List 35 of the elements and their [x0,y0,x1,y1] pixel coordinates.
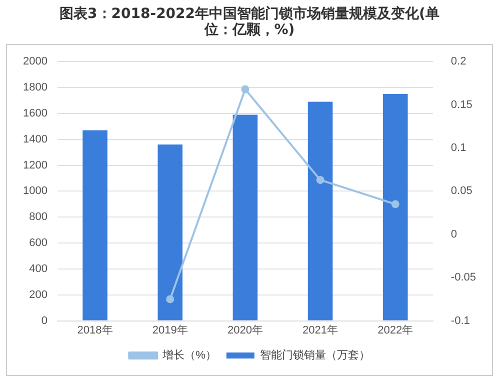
y-tick-label: 1800 [22,82,48,94]
bar [158,144,182,320]
bar [82,130,108,320]
bar [382,94,408,320]
x-tick-label: 2018年 [77,324,113,336]
y2-tick-label: -0.1 [450,314,470,327]
x-tick-label: 2021年 [302,324,338,336]
point [241,85,250,94]
legend-label: 智能门锁销量（万套） [260,348,370,362]
x-tick-label: 2019年 [152,324,188,336]
y-tick-label: 200 [29,288,48,301]
y2-tick-label: -0.05 [450,272,476,284]
y2-tick-label: 0.1 [450,142,466,154]
bar [308,102,333,320]
y-tick-label: 1600 [22,107,48,120]
x-tick-label: 2020年 [227,324,263,336]
point [166,295,174,304]
y2-tick-label: 0.05 [450,185,472,198]
y2-tick-label: 0.15 [450,98,472,111]
y-tick-label: 600 [29,237,48,250]
y-tick-label: 400 [29,262,48,275]
y-tick-label: 1400 [22,133,48,146]
y-tick-label: 1200 [22,159,48,172]
chart-title: 图表3：2018-2022年中国智能门锁市场销量规模及变化(单位：亿颗，%) [58,6,440,38]
y-tick-label: 0 [41,314,48,327]
legend-label: 增长（%） [162,348,216,362]
y2-tick-label: 0.2 [450,56,466,68]
y2-tick-label: 0 [450,228,458,240]
point [316,176,324,184]
y-tick-label: 800 [29,211,48,224]
point [391,200,400,208]
bar [232,114,258,320]
y-tick-label: 1000 [22,185,48,198]
y-tick-label: 2000 [22,56,48,68]
x-tick-label: 2022年 [378,324,414,336]
